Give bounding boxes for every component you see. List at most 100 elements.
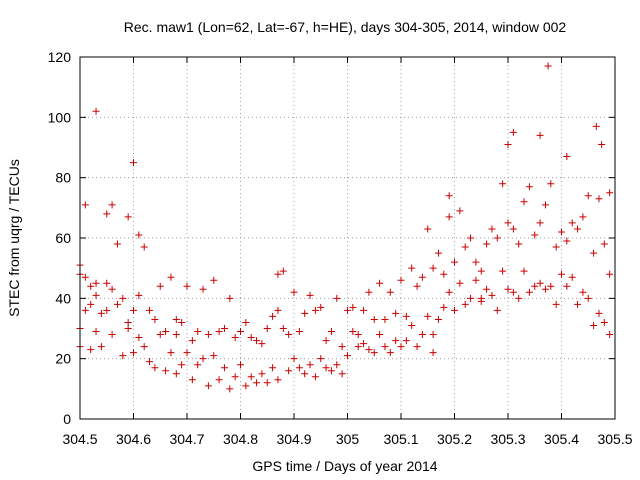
data-point — [451, 306, 458, 314]
data-point — [167, 349, 175, 357]
data-point — [130, 306, 137, 314]
data-point — [598, 140, 606, 148]
data-point — [592, 122, 600, 130]
data-point — [424, 225, 432, 233]
data-point — [269, 364, 277, 372]
data-point — [467, 294, 475, 302]
data-point — [322, 337, 330, 345]
data-point — [349, 328, 357, 336]
data-point — [541, 201, 549, 209]
data-point — [108, 285, 116, 293]
data-point — [306, 291, 314, 299]
data-point — [483, 285, 491, 293]
y-tick-label: 0 — [63, 411, 71, 427]
data-point — [87, 300, 95, 308]
data-point — [563, 153, 571, 161]
data-point — [600, 240, 608, 248]
data-point — [504, 285, 512, 293]
data-point — [595, 309, 603, 317]
data-point — [606, 331, 614, 339]
y-tick-label: 20 — [55, 351, 71, 367]
data-point — [167, 273, 175, 281]
data-point — [590, 321, 598, 329]
data-point — [194, 361, 202, 369]
data-point — [547, 282, 555, 290]
x-tick-label: 304.8 — [223, 431, 258, 447]
data-point — [97, 309, 105, 317]
data-point — [113, 300, 121, 308]
data-point — [237, 361, 244, 369]
data-point — [103, 210, 111, 218]
data-point — [360, 306, 368, 314]
data-points — [76, 62, 614, 393]
data-point — [226, 385, 234, 393]
y-tick-label: 60 — [55, 230, 71, 246]
data-point — [509, 288, 517, 296]
x-tick-label: 304.9 — [276, 431, 311, 447]
data-point — [97, 343, 105, 351]
data-point — [552, 300, 560, 308]
data-point — [499, 180, 507, 188]
data-point — [199, 285, 207, 293]
x-tick-label: 304.6 — [116, 431, 151, 447]
data-point — [360, 340, 368, 348]
grid — [80, 57, 615, 419]
data-point — [515, 240, 523, 248]
data-point — [376, 331, 384, 339]
data-point — [242, 318, 250, 326]
data-point — [274, 270, 282, 278]
y-tick-label: 80 — [55, 170, 71, 186]
data-point — [563, 282, 571, 290]
x-tick-label: 305.5 — [597, 431, 632, 447]
data-point — [525, 288, 533, 296]
data-point — [215, 328, 223, 336]
data-point — [194, 328, 202, 336]
data-point — [461, 243, 469, 251]
x-tick-label: 304.5 — [62, 431, 97, 447]
data-point — [445, 288, 453, 296]
data-point — [579, 213, 587, 221]
data-point — [103, 306, 111, 314]
data-point — [92, 291, 100, 299]
data-point — [472, 276, 480, 284]
x-tick-label: 305.1 — [383, 431, 418, 447]
data-point — [531, 282, 539, 290]
data-point — [172, 370, 180, 378]
data-point — [140, 243, 148, 251]
data-point — [220, 325, 228, 332]
data-point — [130, 349, 137, 357]
data-point — [92, 279, 100, 287]
data-point — [354, 331, 362, 339]
data-point — [135, 231, 143, 239]
x-axis-label: GPS time / Days of year 2014 — [252, 458, 437, 474]
data-point — [349, 303, 357, 311]
data-point — [172, 315, 180, 323]
data-point — [376, 279, 384, 287]
data-point — [525, 183, 533, 191]
y-axis-label: STEC from uqrg / TECUs — [6, 159, 22, 317]
data-point — [295, 364, 303, 372]
data-point — [156, 282, 164, 290]
data-point — [124, 325, 132, 332]
data-point — [386, 349, 394, 357]
data-point — [515, 294, 523, 302]
data-point — [440, 303, 448, 311]
data-point — [146, 358, 154, 366]
data-point — [237, 328, 244, 336]
data-point — [574, 300, 582, 308]
data-point — [552, 243, 560, 251]
data-point — [483, 240, 491, 248]
data-point — [461, 300, 469, 308]
data-point — [520, 198, 528, 206]
data-point — [226, 294, 234, 302]
data-point — [151, 364, 159, 372]
data-point — [204, 331, 212, 339]
data-point — [306, 361, 314, 369]
data-point — [199, 355, 207, 363]
data-point — [392, 309, 400, 317]
data-point — [568, 273, 576, 281]
data-point — [429, 349, 437, 357]
data-point — [531, 231, 539, 239]
data-point — [354, 343, 362, 351]
data-point — [108, 331, 116, 339]
